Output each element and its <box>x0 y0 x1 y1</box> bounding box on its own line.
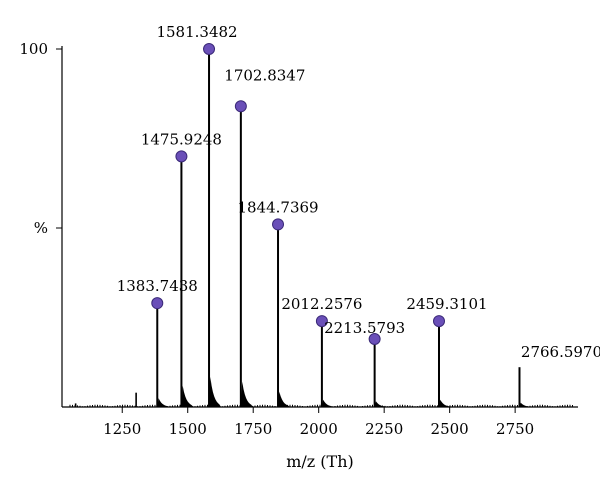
x-tick-label: 2750 <box>496 420 534 438</box>
x-tick-label: 1250 <box>103 420 141 438</box>
y-tick-label: 100 <box>19 40 48 58</box>
peak-label: 2459.3101 <box>406 295 487 313</box>
peak-label: 1383.7438 <box>117 277 198 295</box>
y-tick-label: % <box>34 219 48 237</box>
peak-label: 1475.9248 <box>141 130 222 148</box>
peak-label: 1844.7369 <box>237 198 318 216</box>
peak-label: 1581.3482 <box>156 23 237 41</box>
peak-marker <box>272 218 285 231</box>
peak-marker <box>234 100 247 113</box>
peak-shoulder <box>519 402 532 407</box>
peak-label: 1702.8347 <box>224 66 305 84</box>
peak-group: 1383.7438 1475.9248 1581.3482 1702.8347 1844… <box>117 23 600 407</box>
peak-shoulder <box>240 381 253 407</box>
x-tick-label: 1500 <box>169 420 207 438</box>
peak-shoulder <box>157 398 170 407</box>
peak-shoulder <box>209 376 221 407</box>
peak-shoulder <box>438 399 451 407</box>
x-tick-label: 1750 <box>234 420 272 438</box>
peak-marker <box>203 43 216 55</box>
baseline-noise <box>69 392 573 407</box>
peak-shoulder <box>181 385 194 407</box>
x-axis: 1250 1500 1750 2000 2250 2500 2750 m/z (Th) <box>62 406 578 471</box>
peak-marker <box>432 315 445 328</box>
peak-shoulder <box>278 391 290 407</box>
peak-marker <box>368 332 381 345</box>
x-tick-label: 2250 <box>365 420 403 438</box>
x-tick-label: 2000 <box>300 420 338 438</box>
peak-shoulder <box>374 401 387 407</box>
peak-marker <box>315 315 328 328</box>
x-tick-label: 2500 <box>431 420 469 438</box>
peak-label: 2012.2576 <box>281 295 362 313</box>
y-tick-group: 100% <box>19 40 62 237</box>
peak-marker <box>175 150 188 163</box>
y-axis: 100% <box>19 40 63 407</box>
baseline-noise-path <box>69 404 573 407</box>
x-tick-group: 1250 1500 1750 2000 2250 2500 2750 <box>103 407 534 438</box>
peak-label: 2766.5970 <box>521 343 600 361</box>
peak-label: 2213.5793 <box>324 319 405 337</box>
peak-marker <box>151 297 164 310</box>
peak-shoulder <box>321 399 334 407</box>
x-axis-label: m/z (Th) <box>286 452 354 471</box>
